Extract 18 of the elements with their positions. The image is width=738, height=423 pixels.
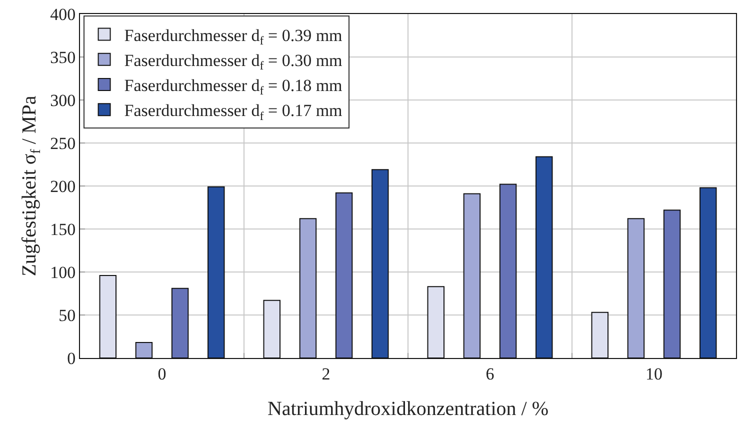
legend-label: Faserdurchmesser d$_{f}$ = 0.30 mm	[124, 51, 342, 73]
y-tick-label: 100	[50, 262, 76, 282]
y-tick-label: 50	[58, 306, 76, 325]
x-tick-label: 2	[322, 364, 330, 384]
x-tick-label: 6	[486, 364, 494, 384]
x-tick-label: 10	[646, 364, 662, 384]
y-tick-label: 400	[50, 4, 76, 24]
y-tick-label: 0	[67, 348, 76, 368]
legend-label: Faserdurchmesser d$_{f}$ = 0.17 mm	[124, 101, 342, 123]
y-tick-label: 300	[50, 90, 76, 110]
legend-label: Faserdurchmesser d$_{f}$ = 0.18 mm	[124, 76, 342, 98]
legend-label: Faserdurchmesser d$_{f}$ = 0.39 mm	[124, 26, 342, 48]
x-axis-title: Natriumhydroxidkonzentration / %	[267, 398, 549, 420]
y-tick-label: 150	[50, 220, 76, 239]
y-tick-label: 350	[50, 48, 76, 67]
y-tick-label: 250	[50, 134, 76, 153]
x-tick-label: 0	[158, 364, 166, 384]
y-tick-label: 200	[50, 176, 76, 196]
